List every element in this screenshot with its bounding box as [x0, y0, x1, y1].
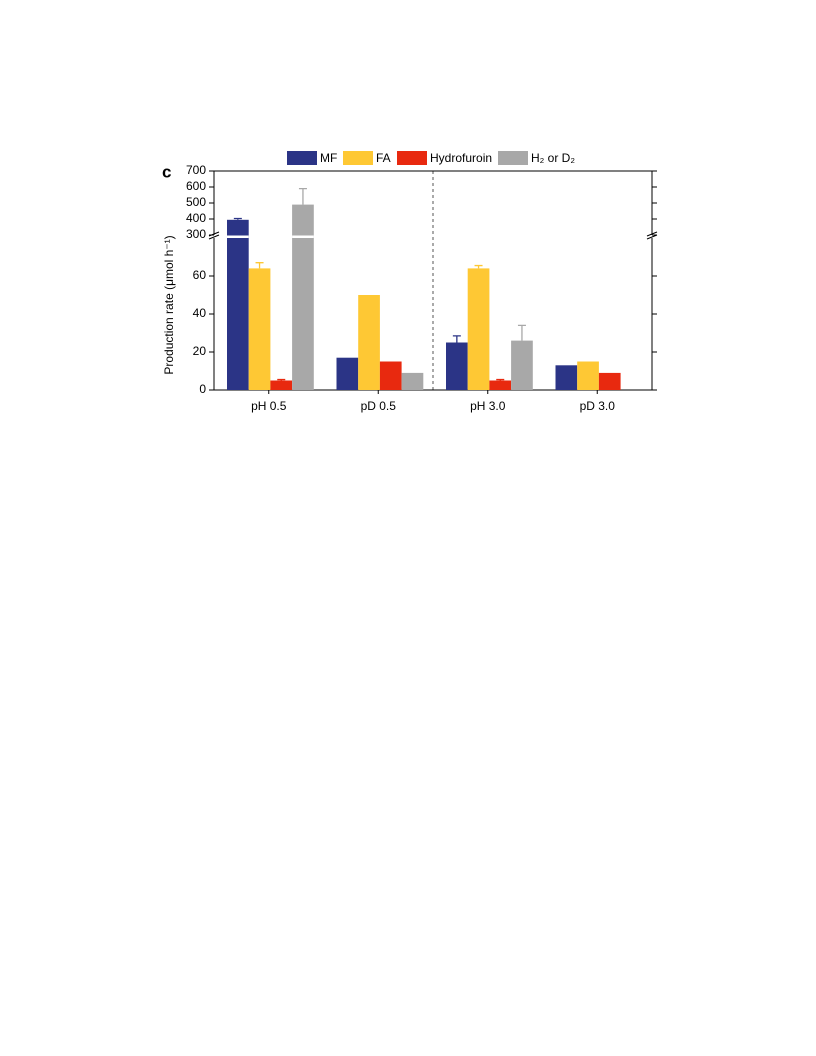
- legend-label: FA: [376, 151, 391, 165]
- y-tick-label: 0: [199, 382, 206, 396]
- y-axis-label: Production rate (μmol h⁻¹): [162, 235, 176, 374]
- axis-break: [646, 234, 658, 240]
- y-tick-label: 60: [193, 268, 207, 282]
- error-bar: [496, 378, 505, 381]
- bar: [358, 295, 380, 390]
- bar: [467, 268, 490, 390]
- y-tick-label: 700: [186, 163, 206, 177]
- bar: [511, 340, 533, 390]
- axis-break: [646, 231, 658, 237]
- bar: [227, 219, 249, 390]
- legend-label: MF: [320, 151, 337, 165]
- error-bar: [298, 187, 307, 205]
- legend-swatch: [498, 151, 528, 165]
- legend-swatch: [343, 151, 373, 165]
- x-tick-label: pD 0.5: [361, 399, 397, 413]
- y-tick-label: 400: [186, 211, 206, 225]
- bar: [577, 361, 599, 390]
- error-bar: [452, 335, 461, 343]
- y-tick-label: 600: [186, 179, 206, 193]
- bar: [446, 342, 468, 390]
- panel-label: c: [162, 162, 171, 181]
- bar: [336, 357, 359, 390]
- bar: [379, 361, 402, 390]
- error-bar: [277, 378, 286, 381]
- bar: [555, 365, 578, 390]
- y-tick-label: 500: [186, 195, 206, 209]
- bar-break: [227, 235, 249, 238]
- error-bar: [233, 217, 242, 220]
- legend-swatch: [397, 151, 427, 165]
- bar: [248, 268, 271, 390]
- y-tick-label: 300: [186, 227, 206, 241]
- error-bar: [517, 324, 526, 341]
- y-tick-label: 40: [193, 306, 207, 320]
- bar: [270, 380, 293, 390]
- bar-break: [292, 235, 314, 238]
- error-bar: [474, 264, 483, 269]
- legend-swatch: [287, 151, 317, 165]
- bar: [489, 380, 512, 390]
- y-tick-label: 20: [193, 344, 207, 358]
- legend-label: H₂ or D₂: [531, 151, 575, 165]
- x-tick-label: pD 3.0: [580, 399, 616, 413]
- axis-break: [208, 234, 220, 240]
- x-tick-label: pH 0.5: [251, 399, 287, 413]
- error-bar: [255, 262, 264, 269]
- bar: [598, 372, 621, 390]
- bar: [401, 372, 424, 390]
- legend-label: Hydrofuroin: [430, 151, 492, 165]
- x-tick-label: pH 3.0: [470, 399, 506, 413]
- bar: [292, 204, 314, 390]
